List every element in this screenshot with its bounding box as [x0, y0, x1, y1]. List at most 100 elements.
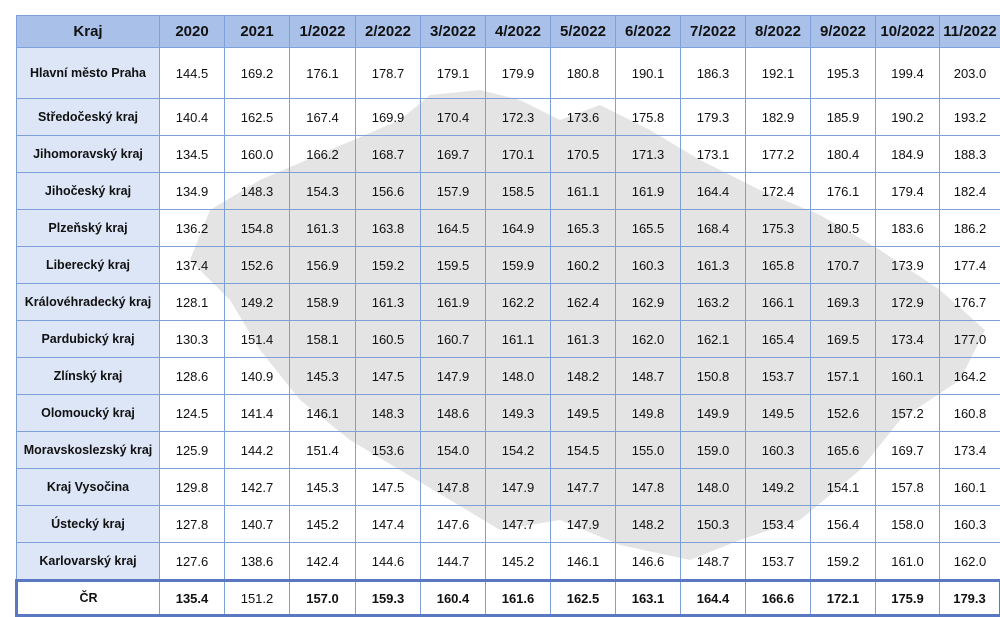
- value-cell: 157.2: [875, 394, 940, 432]
- header-cell: 2020: [159, 15, 225, 48]
- header-cell: 4/2022: [485, 15, 551, 48]
- value-cell: 177.2: [745, 135, 811, 173]
- header-cell: 9/2022: [810, 15, 876, 48]
- value-cell: 173.1: [680, 135, 746, 173]
- value-cell: 128.1: [159, 283, 225, 321]
- value-cell: 147.9: [550, 505, 616, 543]
- value-cell: 170.1: [485, 135, 551, 173]
- value-cell: 140.7: [224, 505, 290, 543]
- total-cell: 172.1: [810, 579, 876, 617]
- value-cell: 184.9: [875, 135, 940, 173]
- value-cell: 160.3: [615, 246, 681, 284]
- value-cell: 169.5: [810, 320, 876, 358]
- total-row: ČR 135.4 151.2 157.0 159.3 160.4 161.6 162.5 163…: [15, 579, 1000, 617]
- value-cell: 169.3: [810, 283, 876, 321]
- value-cell: 158.0: [875, 505, 940, 543]
- value-cell: 177.4: [939, 246, 1000, 284]
- region-row: Olomoucký kraj 124.5 141.4 146.1 148.3 148.6 1…: [16, 394, 1000, 432]
- header-cell: 2/2022: [355, 15, 421, 48]
- value-cell: 147.6: [420, 505, 486, 543]
- value-cell: 160.3: [745, 431, 811, 469]
- region-row: Zlínský kraj 128.6 140.9 145.3 147.5 147.9 148…: [16, 357, 1000, 395]
- value-cell: 128.6: [159, 357, 225, 395]
- value-cell: 157.1: [810, 357, 876, 395]
- value-cell: 182.4: [939, 172, 1000, 210]
- value-cell: 192.1: [745, 47, 811, 99]
- value-cell: 163.8: [355, 209, 421, 247]
- value-cell: 169.9: [355, 98, 421, 136]
- value-cell: 152.6: [810, 394, 876, 432]
- value-cell: 142.4: [289, 542, 356, 581]
- value-cell: 193.2: [939, 98, 1000, 136]
- total-cell: 135.4: [159, 579, 225, 617]
- region-label: Kraj Vysočina: [16, 468, 160, 506]
- header-cell: 10/2022: [875, 15, 940, 48]
- value-cell: 148.0: [485, 357, 551, 395]
- value-cell: 154.3: [289, 172, 356, 210]
- value-cell: 149.2: [745, 468, 811, 506]
- value-cell: 160.1: [939, 468, 1000, 506]
- value-cell: 165.6: [810, 431, 876, 469]
- value-cell: 179.1: [420, 47, 486, 99]
- value-cell: 144.5: [159, 47, 225, 99]
- value-cell: 180.8: [550, 47, 616, 99]
- value-cell: 164.4: [680, 172, 746, 210]
- value-cell: 173.4: [875, 320, 940, 358]
- price-table: Kraj 2020 2021 1/2022 2/2022 3/2022 4/2022 5/20…: [15, 15, 1000, 617]
- value-cell: 168.7: [355, 135, 421, 173]
- value-cell: 159.2: [355, 246, 421, 284]
- value-cell: 146.1: [289, 394, 356, 432]
- value-cell: 153.6: [355, 431, 421, 469]
- value-cell: 157.9: [420, 172, 486, 210]
- value-cell: 167.4: [289, 98, 356, 136]
- value-cell: 160.2: [550, 246, 616, 284]
- value-cell: 180.4: [810, 135, 876, 173]
- value-cell: 199.4: [875, 47, 940, 99]
- value-cell: 150.8: [680, 357, 746, 395]
- value-cell: 146.6: [615, 542, 681, 581]
- value-cell: 186.3: [680, 47, 746, 99]
- total-cell: 162.5: [550, 579, 616, 617]
- value-cell: 144.7: [420, 542, 486, 581]
- value-cell: 147.7: [485, 505, 551, 543]
- region-label: Jihomoravský kraj: [16, 135, 160, 173]
- value-cell: 175.8: [615, 98, 681, 136]
- value-cell: 158.1: [289, 320, 356, 358]
- value-cell: 160.8: [939, 394, 1000, 432]
- value-cell: 160.1: [875, 357, 940, 395]
- total-cell: 164.4: [680, 579, 746, 617]
- header-cell: 1/2022: [289, 15, 356, 48]
- value-cell: 156.6: [355, 172, 421, 210]
- value-cell: 170.5: [550, 135, 616, 173]
- value-cell: 163.2: [680, 283, 746, 321]
- value-cell: 172.3: [485, 98, 551, 136]
- value-cell: 165.4: [745, 320, 811, 358]
- value-cell: 127.6: [159, 542, 225, 581]
- value-cell: 149.8: [615, 394, 681, 432]
- header-cell: 6/2022: [615, 15, 681, 48]
- value-cell: 183.6: [875, 209, 940, 247]
- value-cell: 154.0: [420, 431, 486, 469]
- header-cell: Kraj: [16, 15, 160, 48]
- total-cell: 151.2: [224, 579, 290, 617]
- region-label: Pardubický kraj: [16, 320, 160, 358]
- value-cell: 166.2: [289, 135, 356, 173]
- value-cell: 154.2: [485, 431, 551, 469]
- value-cell: 190.2: [875, 98, 940, 136]
- value-cell: 145.3: [289, 357, 356, 395]
- value-cell: 171.3: [615, 135, 681, 173]
- value-cell: 161.3: [550, 320, 616, 358]
- value-cell: 176.1: [289, 47, 356, 99]
- region-label: Olomoucký kraj: [16, 394, 160, 432]
- value-cell: 180.5: [810, 209, 876, 247]
- value-cell: 161.1: [485, 320, 551, 358]
- value-cell: 149.5: [550, 394, 616, 432]
- value-cell: 170.4: [420, 98, 486, 136]
- value-cell: 159.9: [485, 246, 551, 284]
- value-cell: 154.1: [810, 468, 876, 506]
- value-cell: 147.9: [485, 468, 551, 506]
- value-cell: 165.8: [745, 246, 811, 284]
- value-cell: 125.9: [159, 431, 225, 469]
- value-cell: 159.5: [420, 246, 486, 284]
